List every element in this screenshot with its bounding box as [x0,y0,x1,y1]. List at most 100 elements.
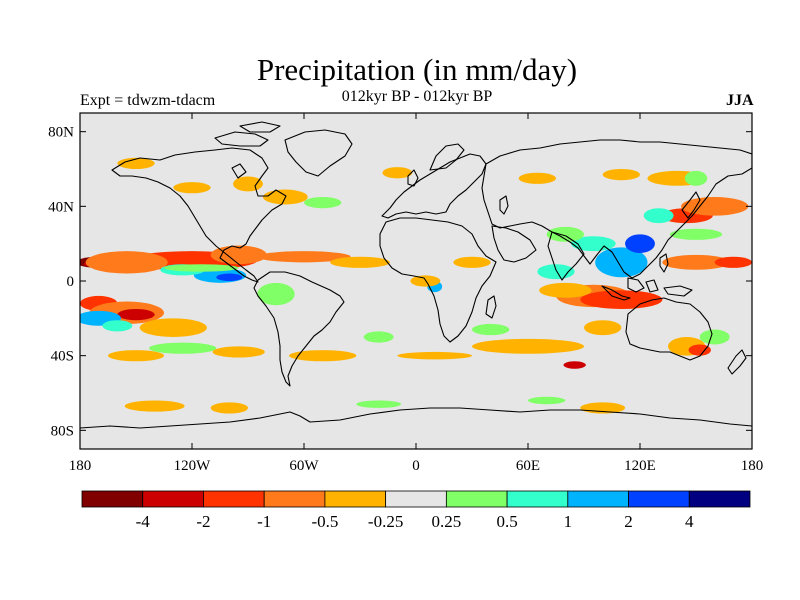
coastline-greenland [284,129,353,177]
coastline-africa [379,217,497,343]
colorbar-swatch [567,490,629,508]
coastline-hudson-bay [231,163,247,179]
colorbar-label: -1 [257,512,271,531]
anomaly-patch [662,254,730,270]
anomaly-patch [212,346,265,358]
lat-tick-label: 40N [48,199,74,215]
anomaly-patch [363,331,394,343]
lon-tick-label: 180 [69,458,92,474]
lon-tick-label: 120W [174,458,212,474]
anomaly-patch [570,236,616,252]
lon-tick-label: 120E [624,458,656,474]
longitude-axis: 180 120W 60W 0 60E 120E 180 [69,113,764,474]
colorbar-label: 4 [685,512,694,531]
colorbar-swatch [263,490,326,508]
lon-tick-label: 0 [412,458,420,474]
colorbar-swatch [506,490,569,508]
colorbar-swatch [445,490,508,508]
coastlines [80,121,752,429]
anomaly-patch [539,282,592,298]
anomaly-patch [330,256,390,268]
anomaly-patch [699,329,730,345]
anomaly-patch [257,282,295,306]
anomaly-patch [85,251,168,274]
anomaly-patch [164,264,239,272]
lat-tick-label: 40S [51,349,74,365]
coastline-japan [681,191,701,219]
coastline-scandinavia [429,143,465,171]
coastline-new-zealand [727,349,747,375]
anomaly-patch [397,351,472,360]
colorbar-swatch [81,490,144,508]
anomaly-patch [714,256,752,268]
colorbar-label: 2 [624,512,633,531]
colorbar-swatch [142,490,204,508]
colorbar-swatch [628,490,690,508]
anomaly-patch [546,226,584,242]
colorbar-label: -4 [136,512,151,531]
coastline-british-isles [407,169,419,187]
anomaly-patch [472,338,584,354]
anomaly-patch [563,361,586,369]
coastline-australia [625,297,713,361]
coastline-philippines [659,253,669,273]
colorbar-label: 0.25 [431,512,461,531]
coastline-madagascar [485,295,497,319]
anomaly-patch [289,350,357,362]
anomaly-patch [595,247,648,278]
anomaly-patch [139,318,207,337]
anomaly-patch [472,323,510,336]
lon-tick-label: 60E [516,458,540,474]
anomaly-patch [124,400,185,412]
chart-subtitle: 012kyr BP - 012kyr BP [341,88,493,105]
coastline-india [547,231,585,281]
colorbar-swatch [688,490,751,508]
anomaly-patch [518,172,556,184]
anomaly-patch [684,170,708,186]
anomaly-patch [117,309,155,321]
lon-tick-label: 60W [289,458,319,474]
anomaly-patch [304,197,342,209]
coastline-arctic-islands [214,121,281,147]
anomaly-patch [602,169,640,181]
coastline-antarctica [80,407,752,429]
anomaly-patch [669,228,723,240]
coastline-caspian [499,195,509,215]
anomaly-patch [102,320,133,332]
anomaly-patch [356,400,402,408]
anomaly-patch [625,234,655,254]
lon-tick-label: 180 [741,458,764,474]
latitude-axis: 80N 40N 0 40S 80S [48,125,752,439]
lat-tick-label: 80S [51,423,74,439]
anomaly-patch [210,402,248,414]
anomaly-field [80,157,752,414]
anomaly-patch [216,273,243,281]
anomaly-patch [410,275,441,287]
anomaly-patch [643,208,674,224]
colorbar-swatch [385,490,447,508]
colorbar-label: 0.5 [496,512,517,531]
anomaly-patch [257,251,351,263]
anomaly-patch [173,182,211,194]
anomaly-patch [149,342,217,354]
coastline-arabia [491,225,537,263]
lat-tick-label: 80N [48,125,74,141]
colorbar-label: -0.25 [368,512,403,531]
anomaly-patch [233,176,263,192]
anomaly-patch [688,344,711,356]
anomaly-patch [117,157,155,169]
colorbar: -4 -2 -1 -0.5 -0.25 0.25 0.5 1 2 4 [81,490,751,531]
anomaly-patch [108,350,164,362]
colorbar-label: 1 [564,512,573,531]
coastline-asia [481,139,752,279]
anomaly-patch [453,256,491,268]
colorbar-label: -0.5 [311,512,338,531]
season-label: JJA [726,92,754,109]
coastline-north-america [111,147,287,283]
experiment-label: Expt = tdwzm-tdacm [80,92,216,109]
colorbar-label: -2 [196,512,210,531]
coastline-europe [381,153,487,219]
colorbar-swatch [324,490,387,508]
lat-tick-label: 0 [67,274,75,290]
